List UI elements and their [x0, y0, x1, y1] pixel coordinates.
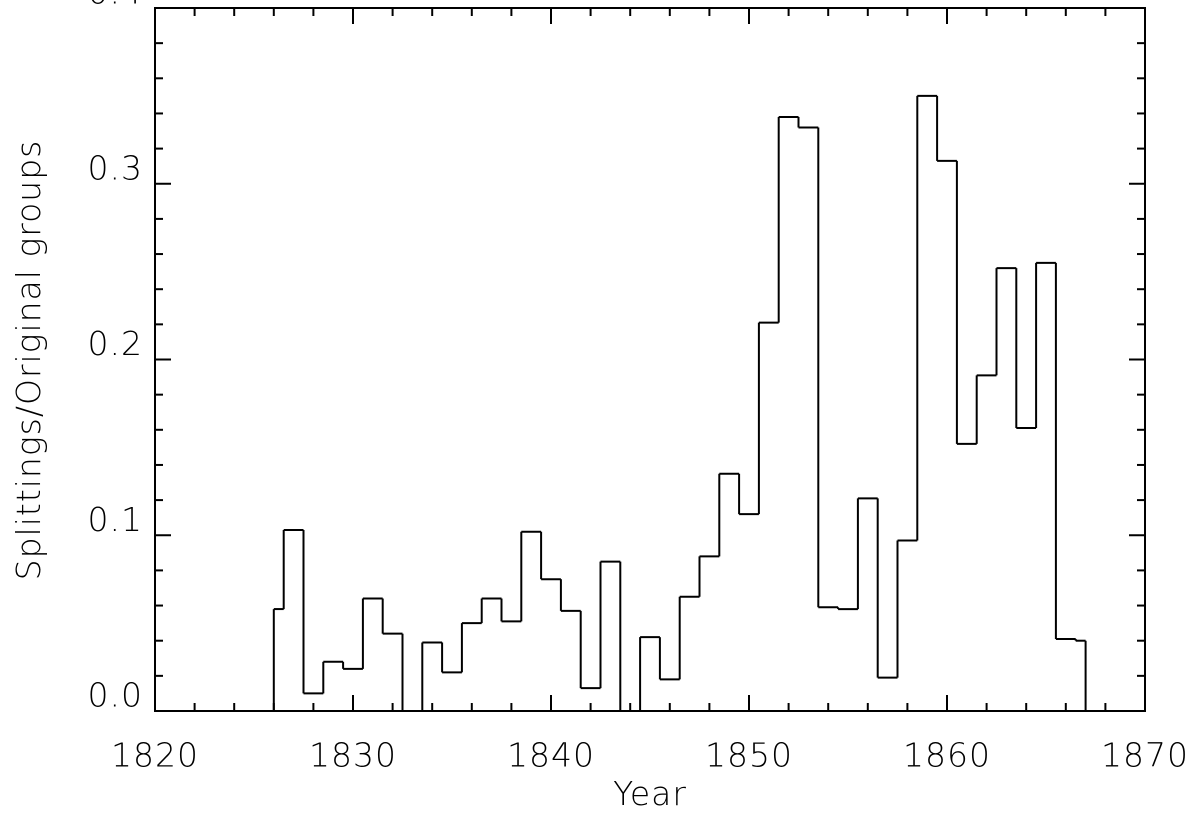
x-tick-label: 1830 — [309, 736, 397, 775]
y-tick-label: 0.0 — [88, 676, 143, 715]
x-axis-label: Year — [613, 774, 687, 813]
y-axis-label: Splittings/Original groups — [9, 140, 48, 581]
y-tick-label: 0.1 — [88, 500, 143, 539]
x-tick-label: 1850 — [705, 736, 793, 775]
y-tick-label: 0.4 — [88, 0, 143, 12]
x-tick-label: 1870 — [1101, 736, 1189, 775]
y-tick-label: 0.3 — [88, 148, 143, 187]
x-tick-label: 1860 — [903, 736, 991, 775]
x-tick-label: 1840 — [507, 736, 595, 775]
x-tick-label: 1820 — [111, 736, 199, 775]
y-tick-label: 0.2 — [88, 324, 143, 363]
